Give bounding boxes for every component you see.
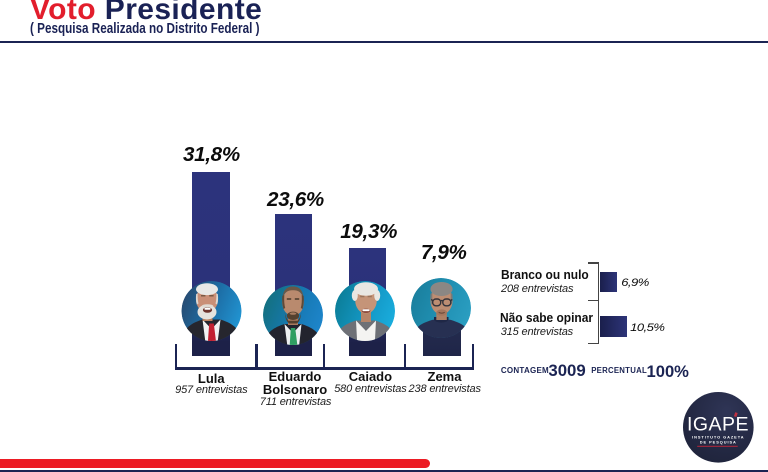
svg-text:IGAPE: IGAPE [686, 414, 748, 436]
svg-text:INSTITUTO GAZETA: INSTITUTO GAZETA [692, 435, 744, 440]
svg-text:DE PESQUISA: DE PESQUISA [699, 440, 736, 445]
